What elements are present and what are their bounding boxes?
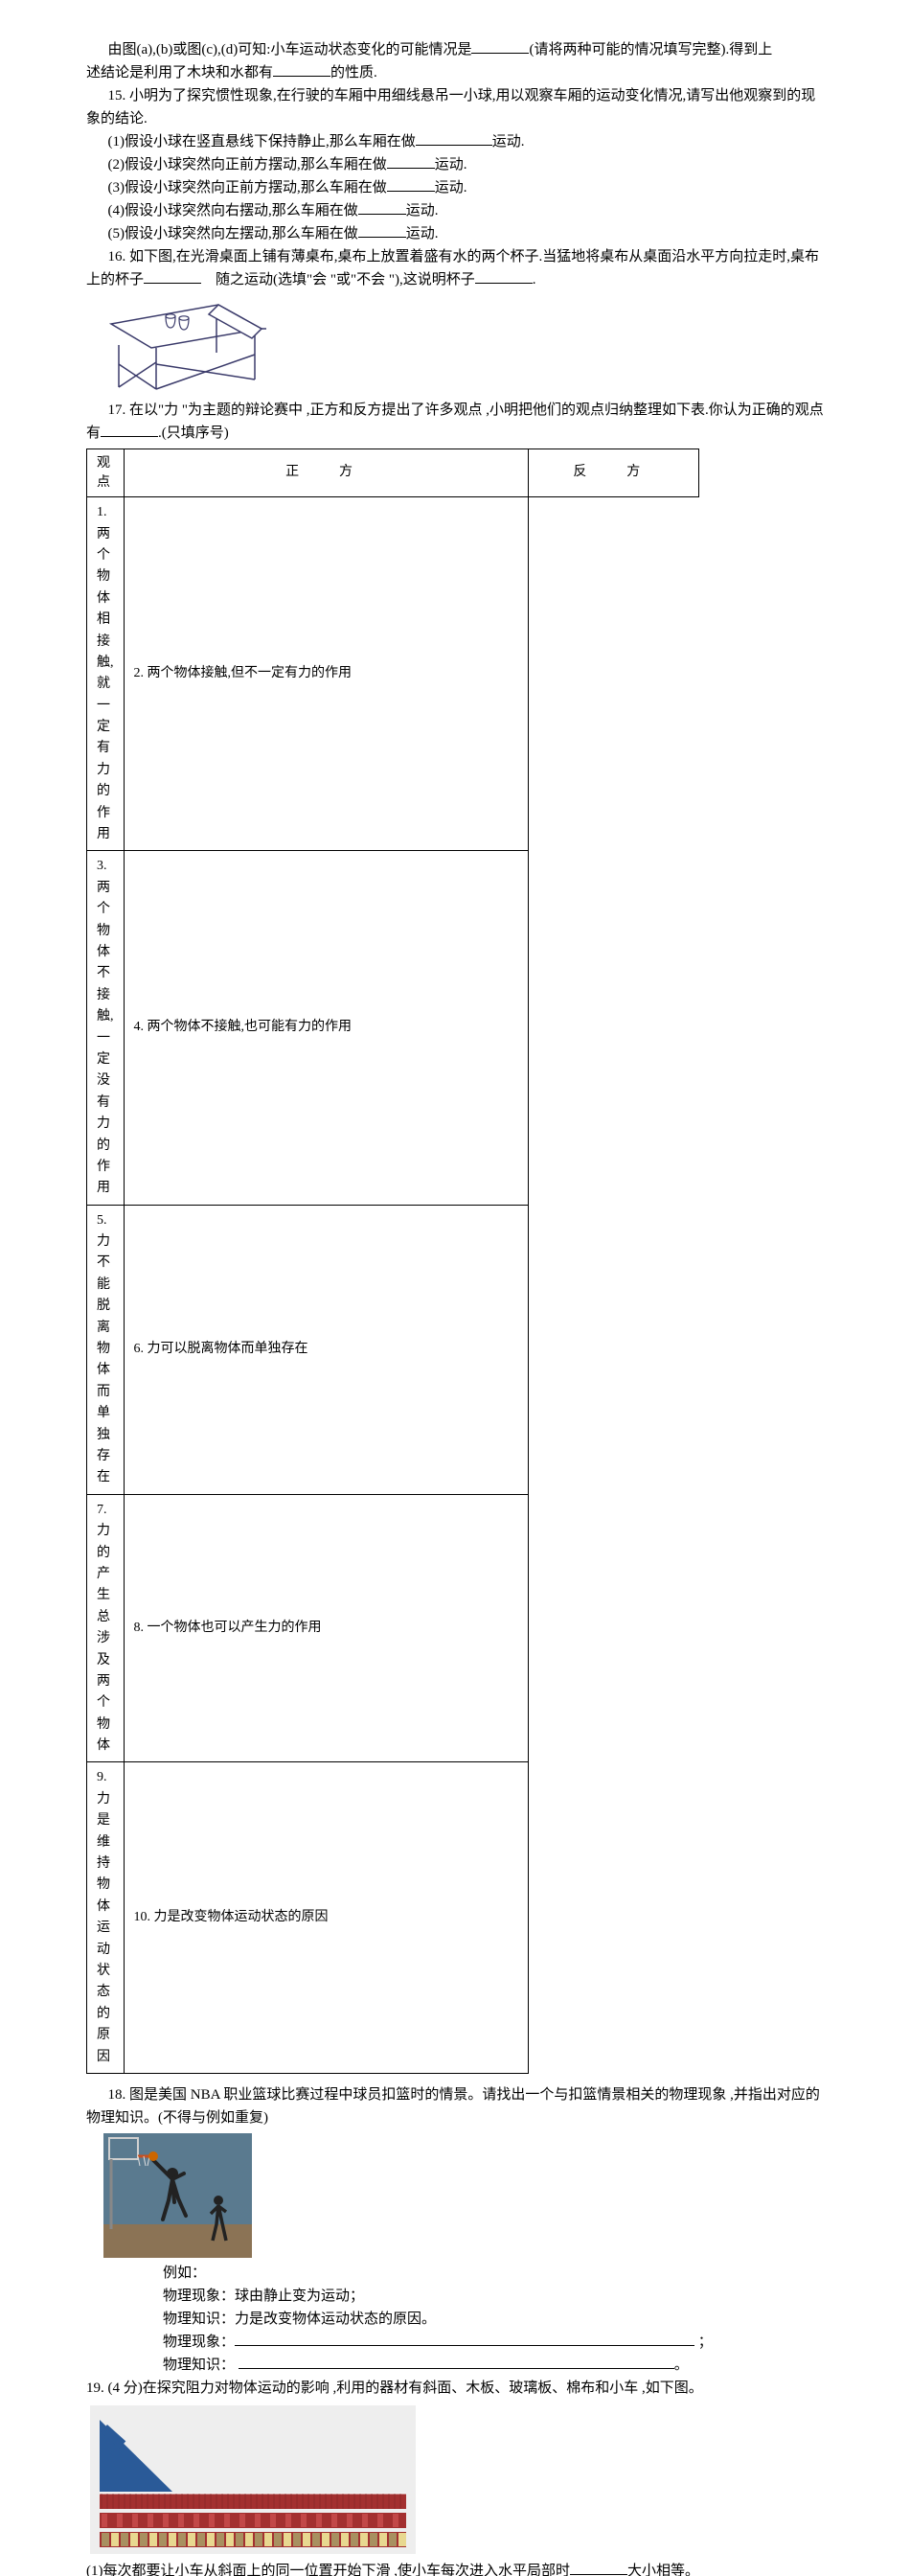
q19-intro: 19. (4 分)在探究阻力对物体运动的影响 ,利用的器材有斜面、木板、玻璃板、… (86, 2377, 824, 2400)
q18-ex-1: 物理现象：球由静止变为运动； (163, 2285, 824, 2308)
q18-intro: 18. 图是美国 NBA 职业篮球比赛过程中球员扣篮时的情景。请找出一个与扣篮情… (86, 2083, 824, 2129)
q15-item-5-a: (5)假设小球突然向左摆动,那么车厢在做 (108, 226, 358, 242)
q17-cell-2-0: 5. 力不能脱离物体而单独存在 (87, 1205, 125, 1494)
q18-blank1: 物理现象： ； (163, 2331, 824, 2354)
q15-item-1: (1)假设小球在竖直悬线下保持静止,那么车厢在做 运动. (86, 130, 824, 153)
q19-1blank (570, 2561, 627, 2575)
q18-ex-0: 例如： (163, 2262, 824, 2285)
q17-cell-3-1: 8. 一个物体也可以产生力的作用 (124, 1494, 528, 1762)
q14-line1: 由图(a),(b)或图(c),(d)可知:小车运动状态变化的可能情况是 (请将两种… (86, 38, 824, 61)
q15-blank-5 (358, 223, 406, 238)
q15-item-1-a: (1)假设小球在竖直悬线下保持静止,那么车厢在做 (108, 134, 416, 150)
q16c: . (533, 272, 536, 288)
q15-item-2: (2)假设小球突然向正前方摆动,那么车厢在做 运动. (86, 153, 824, 176)
q18-b1-line (235, 2332, 694, 2346)
q17-vlabel: 观点 (87, 449, 125, 497)
q17-b: .(只填序号) (158, 426, 229, 441)
q15-blank-1 (416, 131, 492, 146)
q18-b2-line (239, 2355, 674, 2369)
q18-blank2: 物理知识： 。 (163, 2354, 824, 2377)
q15-item-5-b: 运动. (406, 226, 439, 242)
q17-h0: 正 方 (124, 449, 528, 497)
q18-b1-label: 物理现象： (163, 2334, 235, 2350)
q14-line2a: 述结论是利用了木块和水都有 (86, 65, 273, 80)
q15-item-4: (4)假设小球突然向右摆动,那么车厢在做 运动. (86, 199, 824, 222)
q18-b2-label: 物理知识： (163, 2358, 235, 2373)
q15-item-3: (3)假设小球突然向正前方摆动,那么车厢在做 运动. (86, 176, 824, 199)
q15-blank-3 (387, 177, 435, 192)
q14-blank2 (273, 62, 330, 77)
q14-line1a: 由图(a),(b)或图(c),(d)可知:小车运动状态变化的可能情况是 (108, 42, 472, 58)
q17-blank (101, 423, 158, 437)
q15-item-3-a: (3)假设小球突然向正前方摆动,那么车厢在做 (108, 180, 387, 196)
q18-ex-2: 物理知识：力是改变物体运动状态的原因。 (163, 2308, 824, 2331)
q19-1a: (1)每次都要让小车从斜面上的同一位置开始下滑 ,使小车每次进入水平局部时 (86, 2564, 570, 2576)
q15-item-2-b: 运动. (435, 157, 467, 172)
q16-text: 16. 如下图,在光滑桌面上铺有薄桌布,桌布上放置着盛有水的两个杯子.当猛地将桌… (86, 245, 824, 291)
q15-item-4-a: (4)假设小球突然向右摆动,那么车厢在做 (108, 203, 358, 218)
q15-intro: 15. 小明为了探究惯性现象,在行驶的车厢中用细线悬吊一小球,用以观察车厢的运动… (86, 84, 824, 130)
q15-item-5: (5)假设小球突然向左摆动,那么车厢在做 运动. (86, 222, 824, 245)
q17-cell-2-1: 6. 力可以脱离物体而单独存在 (124, 1205, 528, 1494)
q17-intro: 17. 在以"力 "为主题的辩论赛中 ,正方和反方提出了许多观点 ,小明把他们的… (86, 399, 824, 445)
q17-table: 观点 正 方 反 方 1. 两个物体相接触,就一定有力的作用2. 两个物体接触,… (86, 448, 699, 2074)
q17-cell-1-1: 4. 两个物体不接触,也可能有力的作用 (124, 851, 528, 1205)
q17-cell-4-1: 10. 力是改变物体运动状态的原因 (124, 1762, 528, 2073)
q15-blank-2 (387, 154, 435, 169)
q19-1b: 大小相等。 (627, 2564, 699, 2576)
q15-item-3-b: 运动. (435, 180, 467, 196)
q17-h1: 反 方 (528, 449, 698, 497)
q16-figure (103, 295, 824, 391)
q18-b2-suf: 。 (674, 2358, 689, 2373)
q18-b1-suf: ； (698, 2334, 713, 2350)
q15-item-4-b: 运动. (406, 203, 439, 218)
q15-item-2-a: (2)假设小球突然向正前方摆动,那么车厢在做 (108, 157, 387, 172)
q16-blank2 (475, 269, 533, 284)
q17-cell-4-0: 9. 力是维持物体运动状态的原因 (87, 1762, 125, 2073)
q17-cell-0-0: 1. 两个物体相接触,就一定有力的作用 (87, 497, 125, 851)
q14-line2: 述结论是利用了木块和水都有 的性质. (86, 61, 824, 84)
q15-item-1-b: 运动. (492, 134, 525, 150)
q19-figure (90, 2405, 824, 2554)
q19-part1: (1)每次都要让小车从斜面上的同一位置开始下滑 ,使小车每次进入水平局部时 大小相… (86, 2560, 824, 2576)
q17-cell-3-0: 7. 力的产生总涉及两个物体 (87, 1494, 125, 1762)
q17-cell-0-1: 2. 两个物体接触,但不一定有力的作用 (124, 497, 528, 851)
q16-blank1 (144, 269, 201, 284)
q18-figure (103, 2133, 824, 2258)
q17-cell-1-0: 3. 两个物体不接触,一定没有力的作用 (87, 851, 125, 1205)
q14-blank1 (471, 39, 529, 54)
q16b: 随之运动(选填"会 "或"不会 "),这说明杯子 (216, 272, 475, 288)
q15-blank-4 (358, 200, 406, 215)
q14-line2b: 的性质. (330, 65, 377, 80)
q14-line1b: (请将两种可能的情况填写完整).得到上 (529, 42, 772, 58)
